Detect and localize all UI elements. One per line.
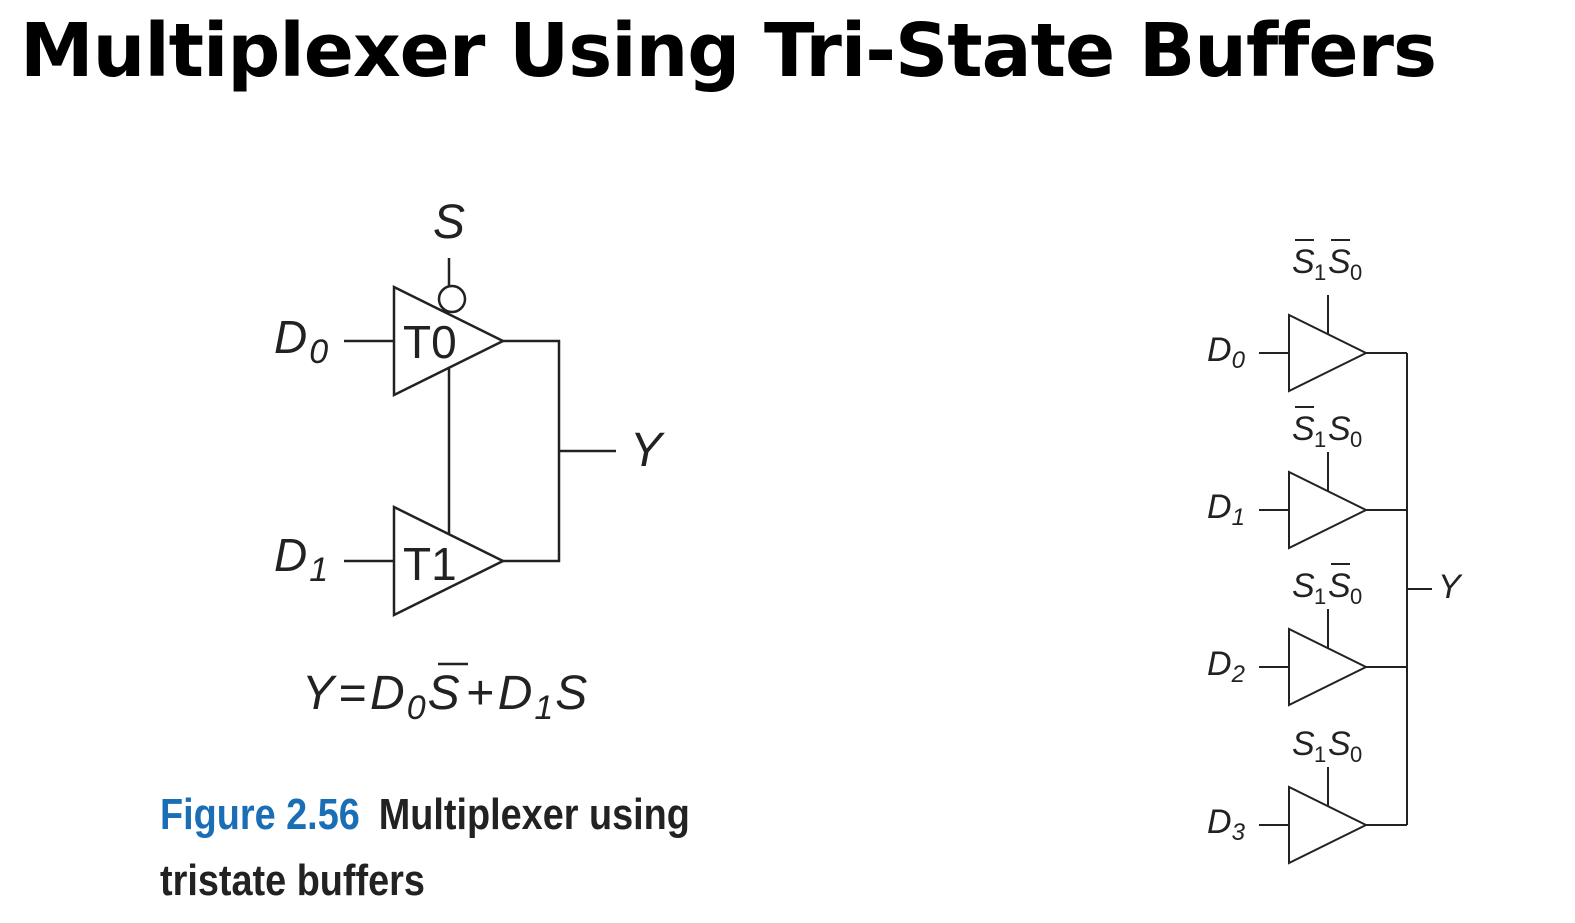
enable-2-part-0: S xyxy=(1292,567,1315,605)
right-mux-labels: D0 D1 D2 D3 Y xyxy=(1207,331,1463,846)
d1-label-right: D1 xyxy=(1207,488,1245,531)
d3-label-right: D3 xyxy=(1207,803,1246,846)
left-mux-circuit xyxy=(344,258,616,618)
enable-0-part-1: 1 xyxy=(1314,260,1326,285)
enable-3-part-2: S xyxy=(1328,725,1351,763)
enable-1-part-2: S xyxy=(1328,410,1351,448)
caption-line-1: Multiplexer using xyxy=(378,790,690,839)
output-bus xyxy=(503,339,561,563)
figure-number: Figure 2.56 xyxy=(160,790,360,839)
page-title: Multiplexer Using Tri-State Buffers xyxy=(20,8,1437,94)
enable-2-part-2: S xyxy=(1328,567,1351,605)
d0-label: D0 xyxy=(274,311,328,371)
d2-label-right: D2 xyxy=(1207,645,1245,688)
enable-0-part-3: 0 xyxy=(1350,260,1362,285)
inversion-bubble xyxy=(437,284,467,314)
output-label-right: Y xyxy=(1438,568,1463,606)
d0-label-right: D0 xyxy=(1207,331,1246,374)
enable-1-part-3: 0 xyxy=(1350,427,1362,452)
enable-3-part-3: 0 xyxy=(1350,742,1362,767)
output-label: Y xyxy=(630,424,665,477)
d1-label: D1 xyxy=(274,529,328,589)
enable-2-part-3: 0 xyxy=(1350,584,1362,609)
enable-3-part-1: 1 xyxy=(1314,742,1326,767)
enable-0-part-0: S xyxy=(1292,243,1315,281)
figure-caption: Figure 2.56 Multiplexer using tristate bu… xyxy=(160,782,690,914)
caption-line-2: tristate buffers xyxy=(160,856,425,905)
right-mux-circuit xyxy=(1259,295,1432,865)
enable-0-part-2: S xyxy=(1328,243,1351,281)
mux-equation: Y=D0S +D1S xyxy=(302,662,587,727)
buffer-t1-label: T1 xyxy=(403,538,457,590)
select-label: S xyxy=(433,196,465,249)
svg-text:Y=D0S+D1S: Y=D0S +D1S xyxy=(302,667,587,727)
buffer-t0-label: T0 xyxy=(403,316,457,368)
left-mux-labels: S D0 D1 T0 T1 Y xyxy=(274,196,665,590)
enable-1-part-1: 1 xyxy=(1314,427,1326,452)
enable-labels: S 1 S 0S 1 S 0S 1 S 0S 1 S 0 xyxy=(1292,239,1362,767)
enable-2-part-1: 1 xyxy=(1314,584,1326,609)
enable-1-part-0: S xyxy=(1292,410,1315,448)
enable-3-part-0: S xyxy=(1292,725,1315,763)
